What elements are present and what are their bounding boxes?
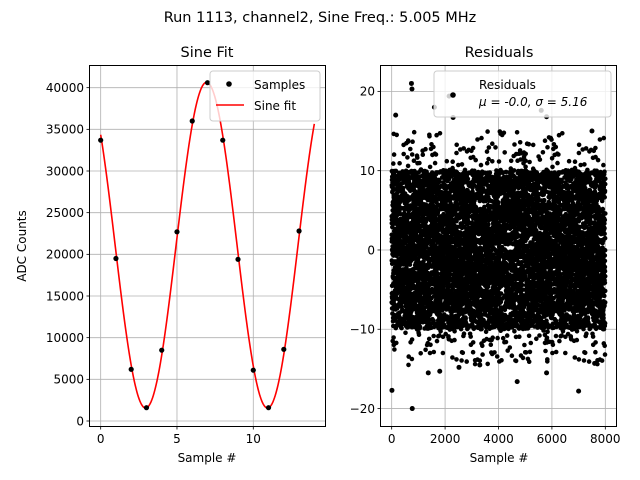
residuals-y-tick-label: −10 <box>350 323 375 337</box>
residual-outlier-point <box>592 360 598 366</box>
sine-fit-title: Sine Fit <box>181 45 234 61</box>
sample-point <box>128 366 134 372</box>
residual-outlier-point <box>393 112 399 118</box>
residual-points <box>389 129 608 368</box>
residual-outlier-point <box>544 370 550 376</box>
residuals-x-tick-label: 4000 <box>483 432 514 446</box>
sine-fit-samples-layer <box>98 80 302 411</box>
sine-fit-y-tick-label: 20000 <box>46 248 84 262</box>
sine-fit-axes: Sine Fit 0 5 10 0 5000 10000 15000 20000 25000 3… <box>15 45 326 465</box>
sample-point <box>296 228 302 234</box>
sample-point <box>235 256 241 262</box>
sample-point <box>159 347 165 353</box>
sine-fit-x-ticks: 0 5 10 <box>97 426 261 446</box>
residual-outlier-point <box>409 406 415 412</box>
residual-outlier-point <box>514 379 520 385</box>
residual-outlier-point <box>389 387 395 393</box>
sine-fit-y-ticks: 0 5000 10000 15000 20000 25000 30000 35000 40000 <box>46 81 90 428</box>
sample-point <box>220 137 226 143</box>
residuals-legend-box <box>433 70 612 118</box>
sine-fit-legend-box <box>209 70 321 122</box>
residuals-x-tick-label: 2000 <box>430 432 461 446</box>
residuals-y-ticks: −20 −10 0 10 20 <box>350 85 381 416</box>
sine-fit-y-tick-label: 25000 <box>46 206 84 220</box>
residual-outlier-point <box>456 364 462 370</box>
sine-fit-x-tick-label: 0 <box>97 432 105 446</box>
sample-point <box>204 80 211 86</box>
sine-fit-y-tick-label: 5000 <box>53 373 84 387</box>
residual-outlier-point <box>425 370 431 376</box>
sine-fit-legend: Samples Sine fit <box>209 70 321 122</box>
figure-suptitle: Run 1113, channel2, Sine Freq.: 5.005 MH… <box>164 10 477 26</box>
sine-fit-frame <box>89 65 326 427</box>
sine-fit-x-tick-label: 5 <box>173 432 181 446</box>
residual-outlier-point <box>477 362 483 368</box>
sine-fit-y-tick-label: 15000 <box>46 289 84 303</box>
sine-fit-y-tick-label: 10000 <box>46 331 84 345</box>
sample-point <box>143 405 150 411</box>
legend-residuals-stats: μ = -0.0, σ = 5.16 <box>478 95 588 109</box>
residuals-x-tick-label: 6000 <box>537 432 568 446</box>
sine-fit-y-tick-label: 35000 <box>46 123 84 137</box>
residuals-legend: Residuals μ = -0.0, σ = 5.16 <box>433 70 612 118</box>
sine-fit-y-tick-label: 30000 <box>46 164 84 178</box>
sample-point <box>265 405 272 411</box>
residual-outlier-point <box>409 86 415 92</box>
residuals-y-tick-label: −20 <box>350 402 375 416</box>
residuals-x-tick-label: 8000 <box>590 432 621 446</box>
sample-point <box>174 229 180 235</box>
legend-sine-fit-label: Sine fit <box>254 99 296 113</box>
residuals-y-tick-label: 0 <box>367 243 375 257</box>
residuals-xlabel: Sample # <box>470 451 529 465</box>
residuals-y-tick-label: 20 <box>360 85 375 99</box>
sample-point <box>189 118 195 124</box>
sine-fit-ylabel: ADC Counts <box>15 210 29 282</box>
sine-fit-y-tick-label: 0 <box>76 414 84 428</box>
sample-point <box>281 346 287 352</box>
sample-point <box>98 137 104 143</box>
legend-samples-label: Samples <box>254 78 305 92</box>
sine-fit-x-tick-label: 10 <box>246 432 261 446</box>
legend-residuals-label: Residuals <box>479 78 536 92</box>
residuals-axes: Residuals 0 2000 4000 6000 8000 −20−1001020 … <box>350 45 621 465</box>
sine-fit-xlabel: Sample # <box>178 451 237 465</box>
residual-outlier-point <box>408 80 414 86</box>
sample-point <box>113 255 119 262</box>
residuals-x-ticks: 0 2000 4000 6000 8000 <box>388 426 621 446</box>
legend-samples-marker <box>226 81 232 87</box>
residual-outlier-point <box>589 128 595 134</box>
residuals-title: Residuals <box>465 45 534 61</box>
residual-outlier-point <box>437 368 443 374</box>
residual-outlier-point <box>576 388 582 394</box>
sample-point <box>250 367 256 373</box>
residuals-y-tick-label: 10 <box>360 164 375 178</box>
residuals-x-tick-label: 0 <box>388 432 396 446</box>
legend-residuals-marker <box>450 92 456 98</box>
sine-fit-y-tick-label: 40000 <box>46 81 84 95</box>
